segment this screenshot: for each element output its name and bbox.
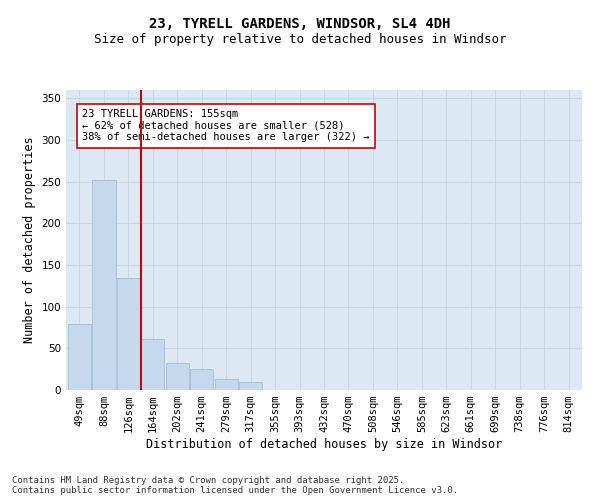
Y-axis label: Number of detached properties: Number of detached properties <box>23 136 36 344</box>
Text: Contains HM Land Registry data © Crown copyright and database right 2025.
Contai: Contains HM Land Registry data © Crown c… <box>12 476 458 495</box>
Bar <box>117 278 140 390</box>
Bar <box>239 382 262 390</box>
Bar <box>166 364 189 390</box>
Bar <box>215 379 238 390</box>
Text: 23 TYRELL GARDENS: 155sqm
← 62% of detached houses are smaller (528)
38% of semi: 23 TYRELL GARDENS: 155sqm ← 62% of detac… <box>82 109 370 142</box>
Bar <box>68 324 91 390</box>
Bar <box>190 369 214 390</box>
Text: 23, TYRELL GARDENS, WINDSOR, SL4 4DH: 23, TYRELL GARDENS, WINDSOR, SL4 4DH <box>149 18 451 32</box>
Text: Size of property relative to detached houses in Windsor: Size of property relative to detached ho… <box>94 32 506 46</box>
Bar <box>141 339 164 390</box>
X-axis label: Distribution of detached houses by size in Windsor: Distribution of detached houses by size … <box>146 438 502 451</box>
Bar <box>92 180 116 390</box>
